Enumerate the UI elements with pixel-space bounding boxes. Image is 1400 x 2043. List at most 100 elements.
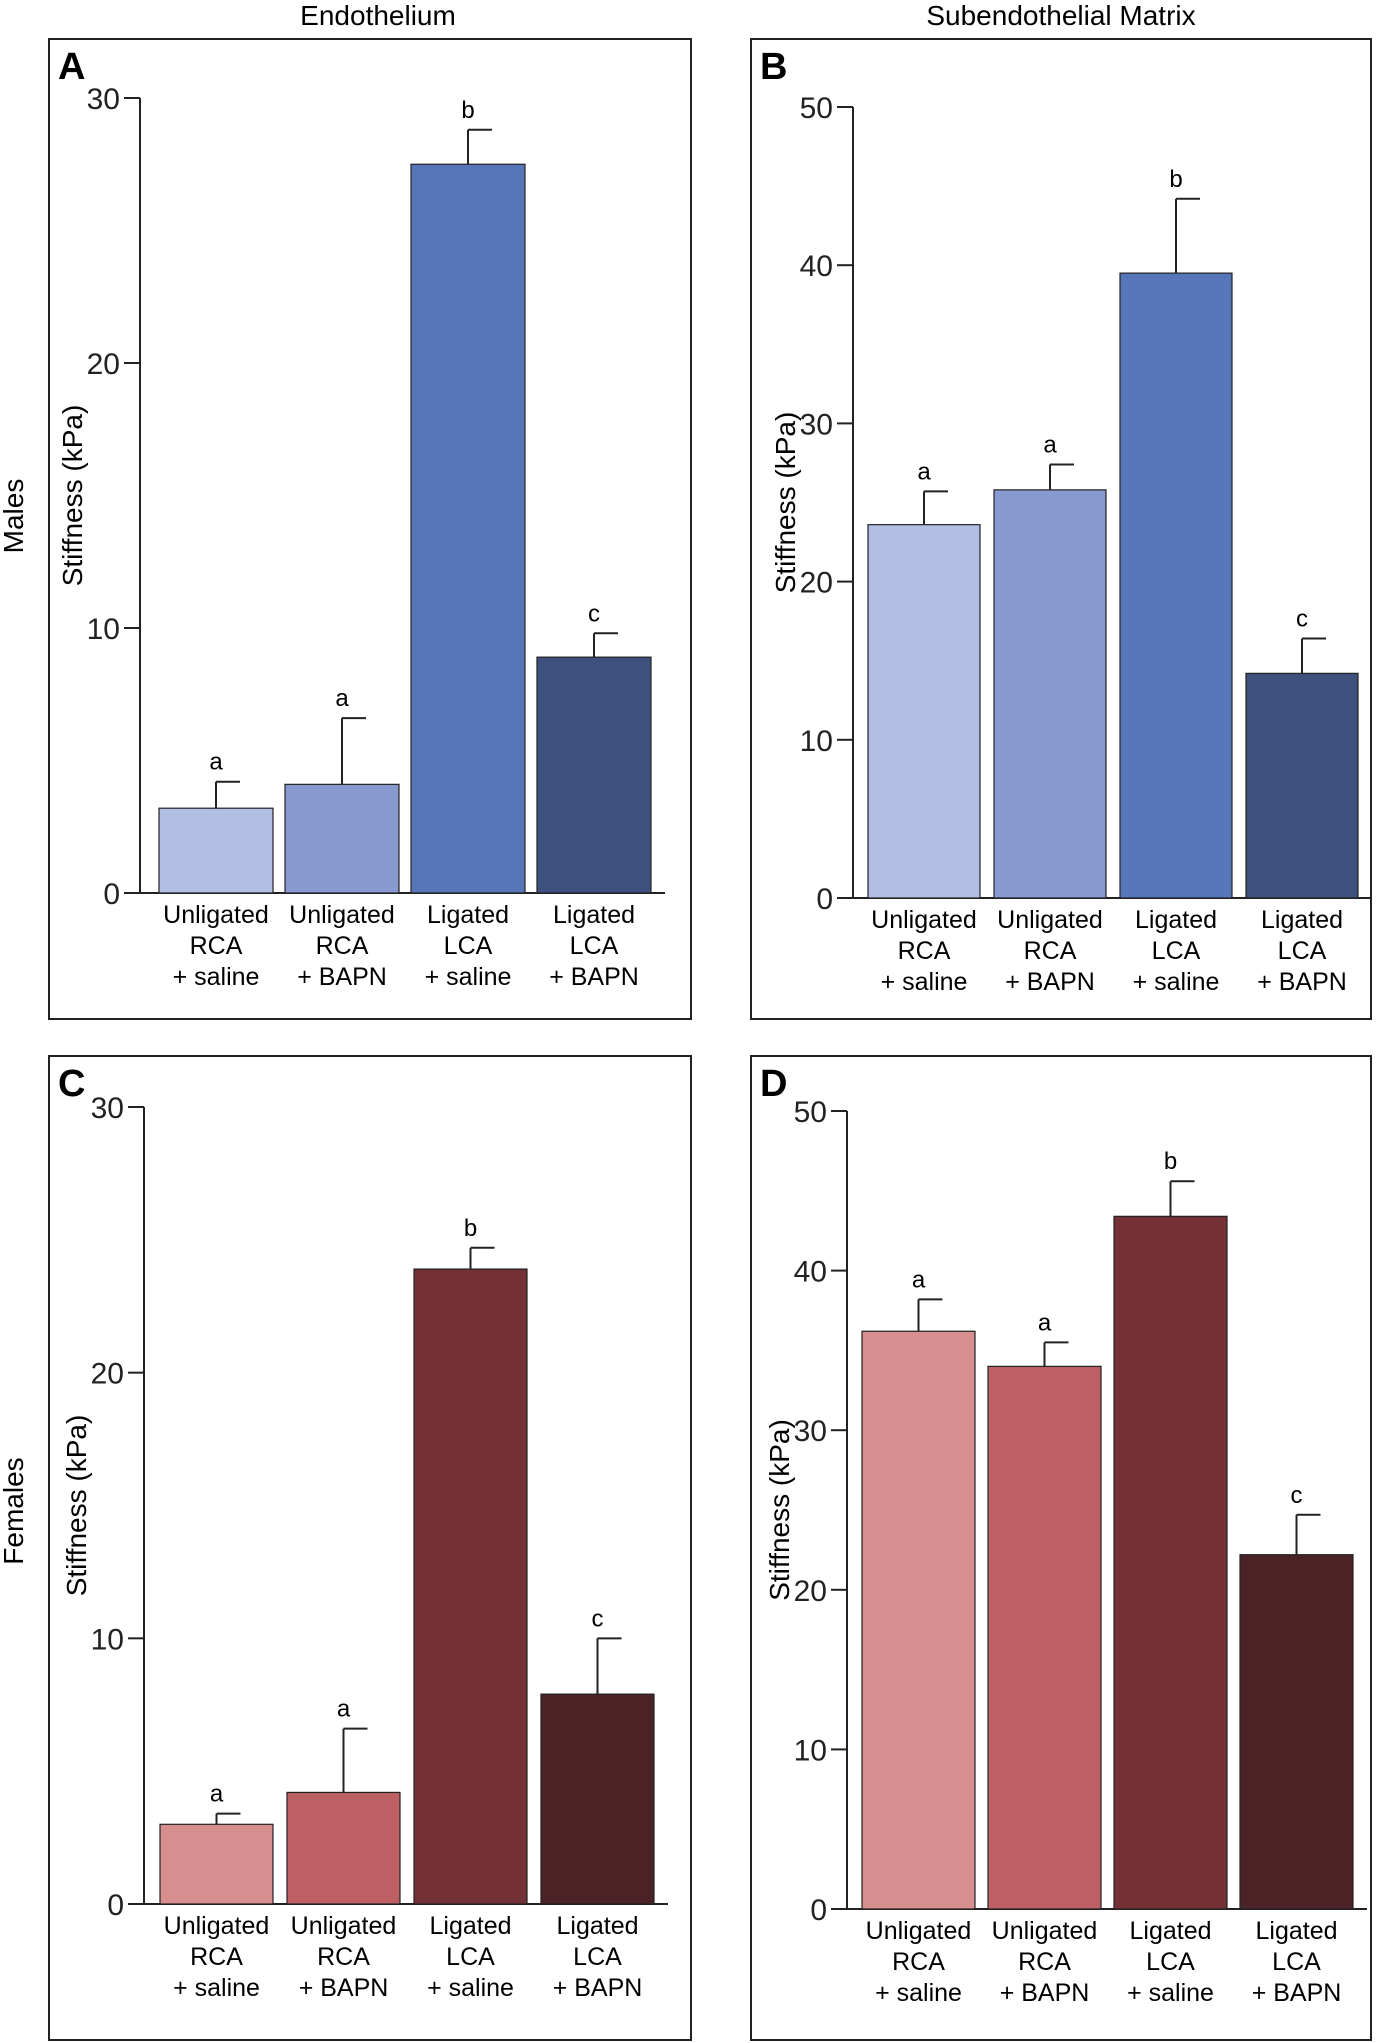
y-axis-label: Stiffness (kPa) xyxy=(57,405,88,587)
y-tick-label: 10 xyxy=(794,1734,827,1767)
category-label: LCA xyxy=(573,1943,622,1971)
column-title-subendothelial-matrix: Subendothelial Matrix xyxy=(926,0,1196,31)
y-tick-label: 40 xyxy=(800,250,833,283)
category-label: Unligated xyxy=(289,901,395,929)
y-tick-label: 30 xyxy=(91,1092,124,1125)
category-label: + BAPN xyxy=(297,963,387,991)
bar xyxy=(1239,1554,1354,1910)
panel-letter: B xyxy=(760,46,788,88)
bar xyxy=(286,1791,401,1905)
category-label: + BAPN xyxy=(1252,1979,1342,2007)
bar xyxy=(1113,1215,1228,1910)
category-label: + saline xyxy=(1133,968,1220,996)
bar xyxy=(1245,672,1359,899)
y-tick-label: 30 xyxy=(800,408,833,441)
y-tick-label: 0 xyxy=(103,878,120,911)
significance-label: a xyxy=(335,685,349,712)
column-title-endothelium: Endothelium xyxy=(300,0,456,31)
y-tick-label: 10 xyxy=(800,725,833,758)
category-label: Ligated xyxy=(429,1912,511,1940)
bar xyxy=(861,1330,976,1910)
panel-a: A 0 10 20 30 Stiffness (kPa) a Unligated RCA + s… xyxy=(48,38,692,1020)
category-label: + saline xyxy=(173,1974,260,2002)
y-tick-label: 10 xyxy=(91,1623,124,1656)
category-label: + saline xyxy=(173,963,260,991)
y-tick-label: 0 xyxy=(816,883,833,916)
y-tick-label: 30 xyxy=(87,83,120,116)
significance-label: a xyxy=(337,1696,351,1723)
category-label: RCA xyxy=(892,1948,945,1976)
category-label: + saline xyxy=(427,1974,514,2002)
y-tick-label: 40 xyxy=(794,1256,827,1289)
category-label: RCA xyxy=(190,1943,243,1971)
category-label: LCA xyxy=(1152,937,1201,965)
significance-label: a xyxy=(917,458,931,485)
chart-d-plot: 0 10 20 30 40 50 Stiffness (kPa) a Unligated RCA +… xyxy=(764,1096,1367,2007)
category-label: + BAPN xyxy=(1257,968,1347,996)
category-label: LCA xyxy=(444,932,493,960)
significance-label: b xyxy=(1164,1148,1177,1175)
significance-label: c xyxy=(588,600,600,627)
category-label: Unligated xyxy=(992,1917,1098,1945)
bar xyxy=(540,1693,655,1905)
category-label: + saline xyxy=(1127,1979,1214,2007)
significance-label: a xyxy=(209,749,223,776)
category-label: Ligated xyxy=(427,901,509,929)
category-label: RCA xyxy=(316,932,369,960)
bar xyxy=(987,1365,1102,1910)
category-label: RCA xyxy=(190,932,243,960)
category-label: Unligated xyxy=(164,1912,270,1940)
y-axis-label: Stiffness (kPa) xyxy=(770,412,801,594)
bar xyxy=(284,783,400,894)
y-tick-label: 50 xyxy=(800,92,833,125)
bar xyxy=(159,1823,274,1905)
category-label: + BAPN xyxy=(1000,1979,1090,2007)
y-tick-label: 0 xyxy=(107,1889,124,1922)
category-label: LCA xyxy=(1278,937,1327,965)
category-label: RCA xyxy=(1018,1948,1071,1976)
significance-label: b xyxy=(464,1215,477,1242)
bar xyxy=(410,163,526,894)
panel-letter: A xyxy=(58,46,86,88)
bar xyxy=(536,656,652,894)
category-label: LCA xyxy=(1272,1948,1321,1976)
category-label: RCA xyxy=(898,937,951,965)
category-label: Unligated xyxy=(163,901,269,929)
significance-label: b xyxy=(461,97,474,124)
significance-label: c xyxy=(1291,1482,1303,1509)
category-label: LCA xyxy=(570,932,619,960)
category-label: LCA xyxy=(446,1943,495,1971)
category-label: + BAPN xyxy=(1005,968,1095,996)
category-label: + saline xyxy=(881,968,968,996)
category-label: Unligated xyxy=(871,906,977,934)
category-label: + BAPN xyxy=(549,963,639,991)
bar xyxy=(158,807,274,894)
category-label: Unligated xyxy=(997,906,1103,934)
y-tick-label: 30 xyxy=(794,1415,827,1448)
y-axis-label: Stiffness (kPa) xyxy=(61,1415,92,1597)
category-label: RCA xyxy=(1024,937,1077,965)
category-label: Ligated xyxy=(1261,906,1343,934)
bar xyxy=(413,1268,528,1905)
y-tick-label: 10 xyxy=(87,613,120,646)
y-tick-label: 20 xyxy=(800,567,833,600)
bar xyxy=(867,524,981,899)
category-label: Ligated xyxy=(1255,1917,1337,1945)
panel-d: D 0 10 20 30 40 50 Stiffness (kPa) a Unligated RC… xyxy=(750,1055,1372,2041)
significance-label: a xyxy=(1038,1309,1052,1336)
category-label: Ligated xyxy=(1129,1917,1211,1945)
chart-a-plot: 0 10 20 30 Stiffness (kPa) a Unligated RCA + sal… xyxy=(57,83,665,991)
bar xyxy=(993,489,1107,899)
row-title-males: Males xyxy=(0,478,29,554)
panel-letter: D xyxy=(760,1063,788,1105)
y-axis-label: Stiffness (kPa) xyxy=(764,1419,795,1601)
category-label: LCA xyxy=(1146,1948,1195,1976)
category-label: Unligated xyxy=(866,1917,972,1945)
significance-label: a xyxy=(210,1781,224,1808)
panel-c: C 0 10 20 30 Stiffness (kPa) a Unligated RCA + s… xyxy=(48,1055,692,2041)
y-tick-label: 20 xyxy=(91,1358,124,1391)
y-tick-label: 50 xyxy=(794,1096,827,1129)
significance-label: c xyxy=(1296,606,1308,633)
panel-letter: C xyxy=(58,1063,86,1105)
category-label: + BAPN xyxy=(299,1974,389,2002)
